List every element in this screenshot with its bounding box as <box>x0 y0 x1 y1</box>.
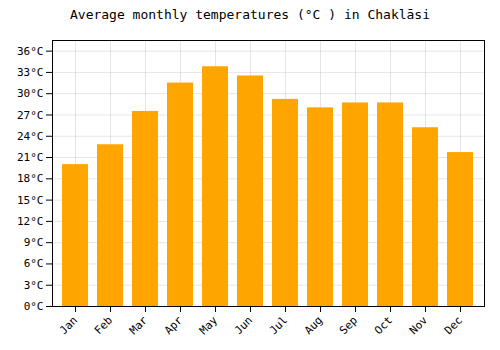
svg-text:21°C: 21°C <box>17 151 44 164</box>
svg-text:27°C: 27°C <box>17 109 44 122</box>
svg-text:Oct: Oct <box>372 314 395 337</box>
svg-text:9°C: 9°C <box>24 236 44 249</box>
svg-text:May: May <box>197 313 221 337</box>
svg-text:30°C: 30°C <box>17 87 44 100</box>
svg-text:24°C: 24°C <box>17 130 44 143</box>
svg-text:Nov: Nov <box>407 313 431 337</box>
svg-text:Jan: Jan <box>57 314 80 337</box>
svg-text:6°C: 6°C <box>24 257 44 270</box>
svg-text:Jul: Jul <box>267 314 290 337</box>
svg-text:33°C: 33°C <box>17 66 44 79</box>
svg-text:Dec: Dec <box>442 314 465 337</box>
svg-text:Jun: Jun <box>232 314 255 337</box>
svg-text:12°C: 12°C <box>17 215 44 228</box>
svg-text:Sep: Sep <box>337 314 360 337</box>
svg-text:Mar: Mar <box>127 313 151 337</box>
svg-text:Feb: Feb <box>92 314 115 337</box>
svg-text:Apr: Apr <box>162 313 186 337</box>
svg-text:18°C: 18°C <box>17 172 44 185</box>
svg-text:Aug: Aug <box>302 314 325 337</box>
svg-text:15°C: 15°C <box>17 194 44 207</box>
svg-text:0°C: 0°C <box>24 300 44 313</box>
svg-text:3°C: 3°C <box>24 279 44 292</box>
svg-text:36°C: 36°C <box>17 45 44 58</box>
html-text:Average monthly temperatures (: Average monthly temperatures (°C ) in Ch… <box>70 7 430 22</box>
